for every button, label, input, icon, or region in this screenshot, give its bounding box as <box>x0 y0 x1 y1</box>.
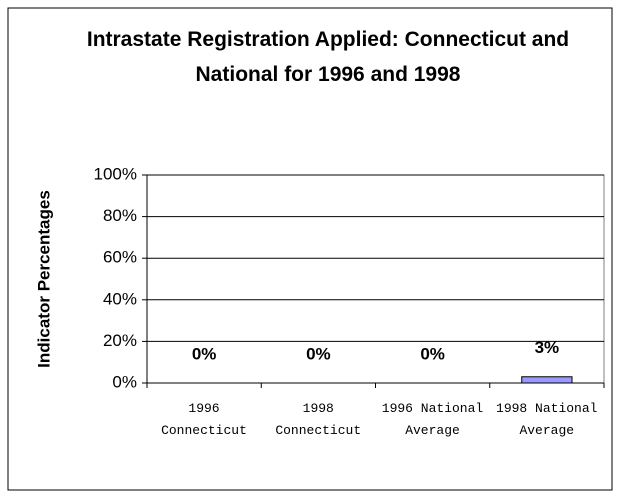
y-tick-label: 0% <box>112 372 137 391</box>
x-tick-label: 1998 Connecticut <box>275 401 362 438</box>
x-tick-label: 1998 National Average <box>496 401 598 438</box>
data-label: 0% <box>420 344 445 363</box>
y-tick-label: 80% <box>103 206 137 225</box>
y-tick-label: 20% <box>103 331 137 350</box>
x-tick-label: 1996 Connecticut <box>161 401 247 438</box>
chart-border <box>7 7 613 491</box>
chart-title: Intrastate Registration Applied: Connect… <box>86 28 570 86</box>
y-tick-label: 40% <box>103 289 137 308</box>
data-label: 0% <box>306 344 331 363</box>
y-tick-label: 100% <box>94 164 137 183</box>
data-label: 3% <box>535 338 560 357</box>
data-label: 0% <box>192 344 217 363</box>
bar <box>521 376 573 384</box>
y-tick-label: 60% <box>103 248 137 267</box>
x-tick-label: 1996 National Average <box>381 401 484 438</box>
y-axis-label: Indicator Percentages <box>34 190 53 368</box>
